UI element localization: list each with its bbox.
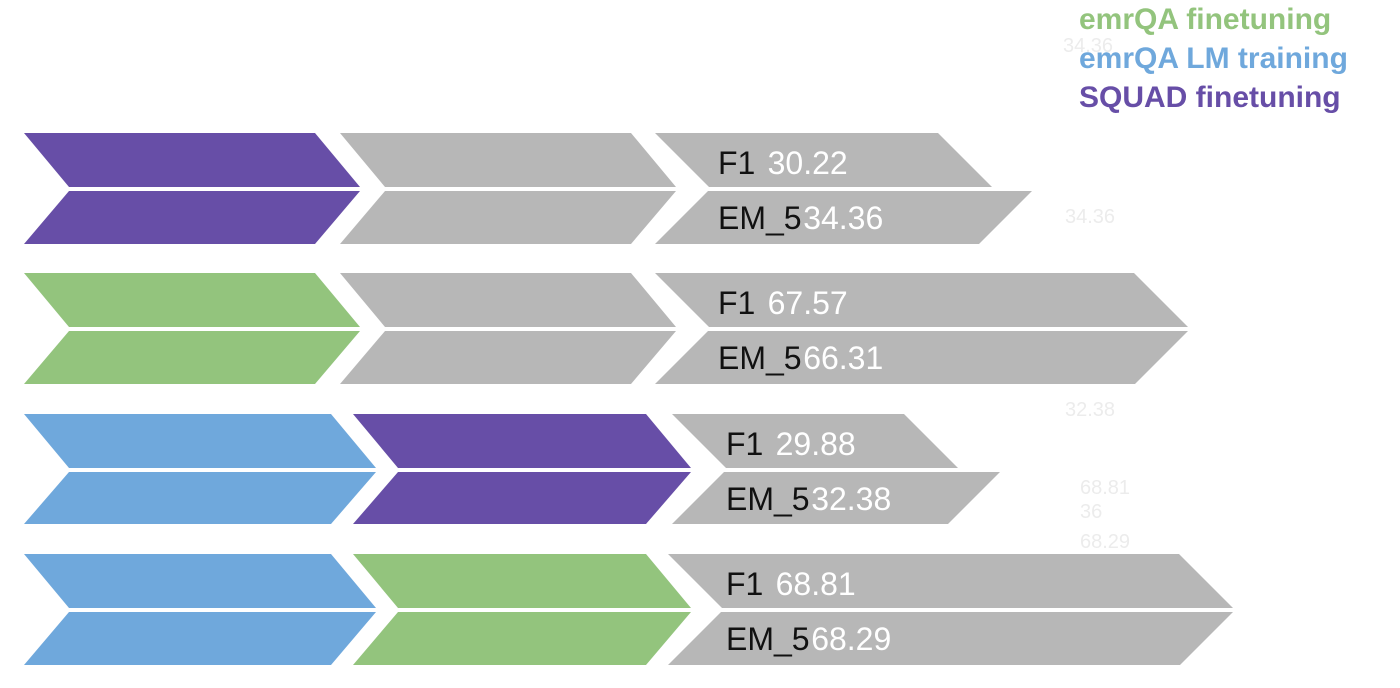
stage-2-arrow-lower <box>353 472 691 524</box>
stage-1-arrow-lower <box>24 191 360 244</box>
stage-1-arrow-lower <box>24 612 376 665</box>
f1-value: 67.57 <box>768 285 848 321</box>
metric-em-arrow <box>655 331 1188 384</box>
metric-f1-arrow <box>668 554 1233 608</box>
em5-label: EM_5 <box>726 621 810 657</box>
f1-label: F1 <box>718 145 755 181</box>
metric-em-arrow <box>655 191 1032 244</box>
stage-1-arrow-lower <box>24 472 376 524</box>
ghost-label: 34.36 <box>1063 35 1114 57</box>
stage-1-arrow-lower <box>24 331 360 384</box>
stage-2-arrow-lower <box>340 331 676 384</box>
ghost-label: 32.38 <box>1065 399 1116 421</box>
stage-1-arrow-upper <box>24 414 376 468</box>
stage-2-arrow-lower <box>340 191 676 244</box>
f1-label: F1 <box>726 566 763 602</box>
metric-em-arrow <box>668 612 1233 665</box>
em5-label: EM_5 <box>726 481 810 517</box>
em5-value: 66.31 <box>803 340 883 376</box>
legend: emrQA finetuning emrQA LM training SQUAD… <box>1079 0 1348 117</box>
legend-item-emrqa-lm-training: emrQA LM training <box>1079 42 1348 75</box>
f1-value: 29.88 <box>776 426 856 462</box>
metric-f1-arrow <box>672 414 958 468</box>
ghost-label: 68.29 <box>1080 531 1131 553</box>
em5-label: EM_5 <box>718 340 802 376</box>
f1-label: F1 <box>718 285 755 321</box>
stage-2-arrow-upper <box>340 133 676 187</box>
ghost-label: 68.81 <box>1080 477 1131 499</box>
stage-1-arrow-upper <box>24 554 376 608</box>
ghost-label: 34.36 <box>1065 206 1116 228</box>
legend-item-emrqa-finetuning: emrQA finetuning <box>1079 3 1332 36</box>
stage-1-arrow-upper <box>24 273 360 327</box>
f1-value: 68.81 <box>776 566 856 602</box>
f1-value: 30.22 <box>768 145 848 181</box>
metric-f1-arrow <box>655 273 1188 327</box>
stage-2-arrow-lower <box>353 612 691 665</box>
metric-f1-arrow <box>655 133 992 187</box>
metric-em-arrow <box>672 472 1000 524</box>
f1-label: F1 <box>726 426 763 462</box>
em5-value: 34.36 <box>803 200 883 236</box>
em5-value: 32.38 <box>811 481 891 517</box>
stage-2-arrow-upper <box>353 414 691 468</box>
em5-value: 68.29 <box>811 621 891 657</box>
stage-2-arrow-upper <box>353 554 691 608</box>
stage-1-arrow-upper <box>24 133 360 187</box>
ghost-label: 36 <box>1080 501 1103 523</box>
em5-label: EM_5 <box>718 200 802 236</box>
stage-2-arrow-upper <box>340 273 676 327</box>
legend-item-squad-finetuning: SQUAD finetuning <box>1079 81 1341 114</box>
